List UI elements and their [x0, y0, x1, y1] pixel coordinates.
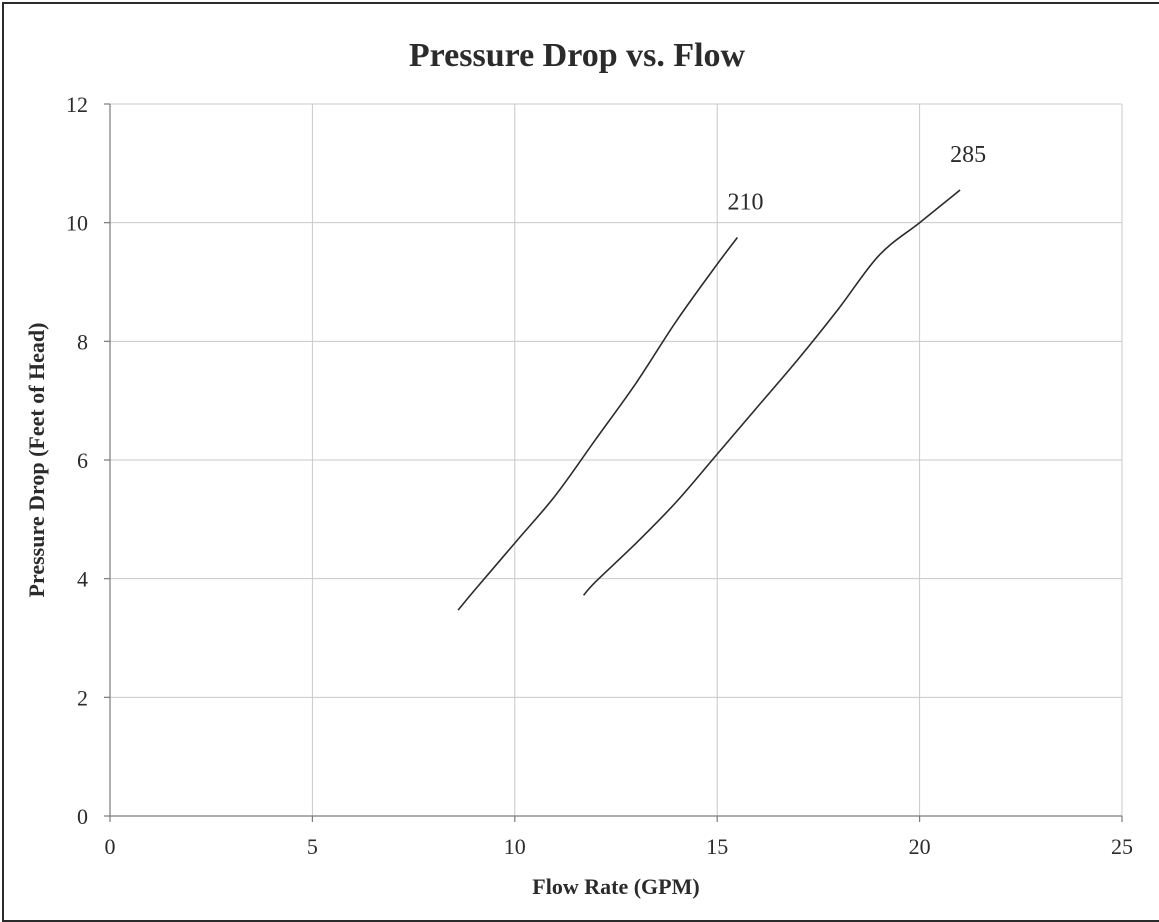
series-line-210	[457, 237, 739, 611]
series-line-285	[582, 189, 961, 596]
x-axis-label: Flow Rate (GPM)	[532, 874, 699, 899]
y-tick-label: 12	[66, 92, 88, 117]
chart-title: Pressure Drop vs. Flow	[409, 37, 746, 74]
series-label-285: 285	[950, 142, 986, 168]
y-tick-label: 4	[77, 567, 88, 592]
x-tick-label: 10	[504, 834, 526, 859]
y-tick-label: 8	[77, 329, 88, 354]
x-tick-label: 15	[706, 834, 728, 859]
tick-layer: 0 5 10 15 20 25 0 2 4 6 8 10 12	[66, 92, 1133, 859]
series-layer: 210 285	[457, 142, 986, 611]
y-tick-label: 6	[77, 448, 88, 473]
axis-layer	[104, 103, 1123, 822]
y-tick-label: 0	[77, 804, 88, 829]
x-tick-label: 20	[909, 834, 931, 859]
series-label-210: 210	[727, 190, 763, 216]
y-tick-label: 2	[77, 685, 88, 710]
y-tick-label: 10	[66, 211, 88, 236]
grid-layer	[110, 103, 1123, 816]
y-axis-label: Pressure Drop (Feet of Head)	[24, 323, 49, 598]
x-tick-label: 0	[105, 834, 116, 859]
x-tick-label: 25	[1111, 834, 1133, 859]
x-tick-label: 5	[307, 834, 318, 859]
